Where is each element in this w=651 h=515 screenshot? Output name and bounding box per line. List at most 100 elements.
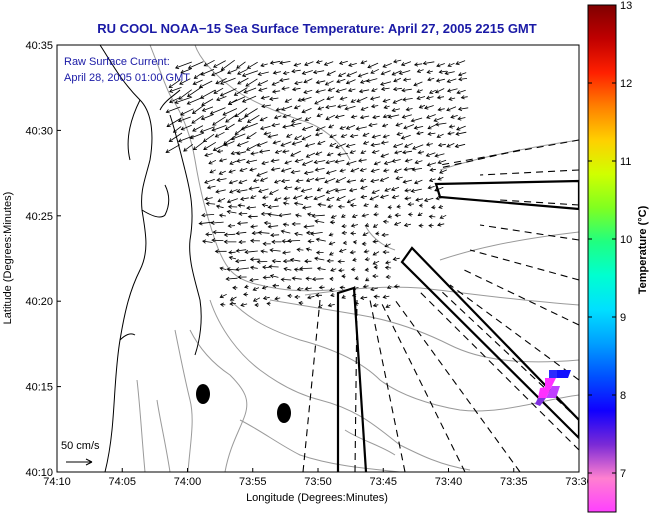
current-vector	[361, 213, 369, 218]
current-vector	[328, 232, 334, 237]
current-vector	[168, 79, 181, 89]
current-vector	[352, 240, 357, 245]
current-vector	[367, 62, 379, 69]
current-vector	[405, 107, 413, 112]
current-vector	[363, 202, 369, 207]
current-vector	[413, 81, 423, 87]
current-vector	[327, 204, 334, 209]
current-vector	[382, 294, 390, 299]
current-vector	[450, 114, 458, 119]
current-vector	[238, 179, 248, 185]
current-vector	[274, 179, 281, 184]
current-vector	[303, 195, 313, 200]
current-vector	[294, 158, 304, 163]
current-vector	[246, 114, 260, 123]
y-tick-label: 40:15	[25, 382, 53, 394]
current-vector	[183, 143, 194, 152]
current-vector	[394, 213, 401, 218]
current-vector	[240, 302, 248, 307]
current-vector	[437, 107, 445, 112]
current-vector	[382, 168, 390, 173]
current-vector	[427, 131, 436, 136]
current-vector	[350, 167, 360, 173]
current-vector	[267, 204, 279, 210]
current-vector	[372, 251, 380, 256]
current-vector	[382, 98, 391, 103]
current-vector	[338, 60, 348, 65]
current-vector	[362, 132, 370, 137]
current-vector	[313, 159, 326, 165]
current-vector	[382, 63, 392, 68]
current-vector	[428, 178, 436, 183]
current-vector	[284, 160, 292, 165]
current-vector	[418, 104, 426, 109]
current-vector	[274, 149, 283, 154]
current-vector	[350, 114, 358, 119]
current-vector	[404, 142, 413, 148]
current-vector	[315, 237, 326, 242]
current-vector	[296, 247, 304, 252]
current-vector	[198, 221, 213, 226]
current-vector	[266, 301, 271, 306]
current-vector	[362, 284, 369, 289]
current-vector	[304, 259, 312, 264]
current-vector	[208, 159, 217, 165]
current-vector	[204, 178, 215, 184]
current-vector	[295, 213, 302, 218]
annotation-line-1: Raw Surface Current:	[64, 56, 170, 68]
current-vector	[379, 194, 389, 199]
current-vector	[282, 222, 290, 227]
current-vector	[301, 205, 312, 210]
current-vector	[326, 258, 334, 264]
current-vector	[230, 296, 237, 301]
current-vector	[272, 283, 280, 288]
current-vector	[180, 108, 194, 116]
current-vector	[384, 187, 391, 192]
current-vector	[214, 131, 225, 138]
current-vector	[229, 301, 236, 306]
current-vector	[358, 158, 367, 163]
current-vector	[401, 114, 412, 119]
current-vector	[250, 224, 258, 229]
current-vector	[218, 158, 227, 163]
x-tick-label: 73:30	[565, 476, 593, 488]
current-vector	[219, 77, 236, 85]
current-vector	[396, 131, 403, 136]
current-vector	[412, 144, 424, 150]
current-vector	[438, 204, 444, 209]
current-vector	[286, 133, 293, 138]
current-vector	[303, 89, 313, 94]
current-vector	[361, 241, 367, 246]
current-vector	[257, 80, 269, 86]
current-vector	[243, 87, 257, 94]
current-vector	[262, 295, 270, 301]
current-vector	[404, 158, 413, 163]
current-vector	[209, 107, 226, 115]
current-vector	[345, 79, 356, 85]
current-vector	[269, 60, 281, 65]
current-vector	[345, 160, 357, 166]
current-vector	[345, 143, 356, 148]
current-vector	[287, 238, 301, 244]
x-tick-label: 74:05	[108, 476, 136, 488]
current-vector	[198, 80, 213, 89]
scale-label: 50 cm/s	[61, 440, 100, 452]
current-vector	[360, 106, 369, 111]
current-vector	[261, 285, 268, 290]
current-vector	[371, 189, 380, 194]
current-vector	[460, 95, 468, 100]
current-vector	[237, 115, 249, 122]
current-vector	[373, 161, 381, 166]
current-vector	[414, 160, 423, 165]
current-vector	[282, 250, 291, 255]
current-vector	[396, 204, 401, 209]
current-vector	[262, 241, 271, 246]
current-vector	[455, 131, 467, 136]
current-vector	[391, 70, 402, 76]
current-vector	[301, 70, 313, 75]
current-vector	[348, 188, 358, 193]
current-vector	[314, 256, 325, 261]
current-vector	[261, 103, 271, 109]
current-vector	[329, 142, 337, 147]
current-vector	[347, 88, 356, 93]
